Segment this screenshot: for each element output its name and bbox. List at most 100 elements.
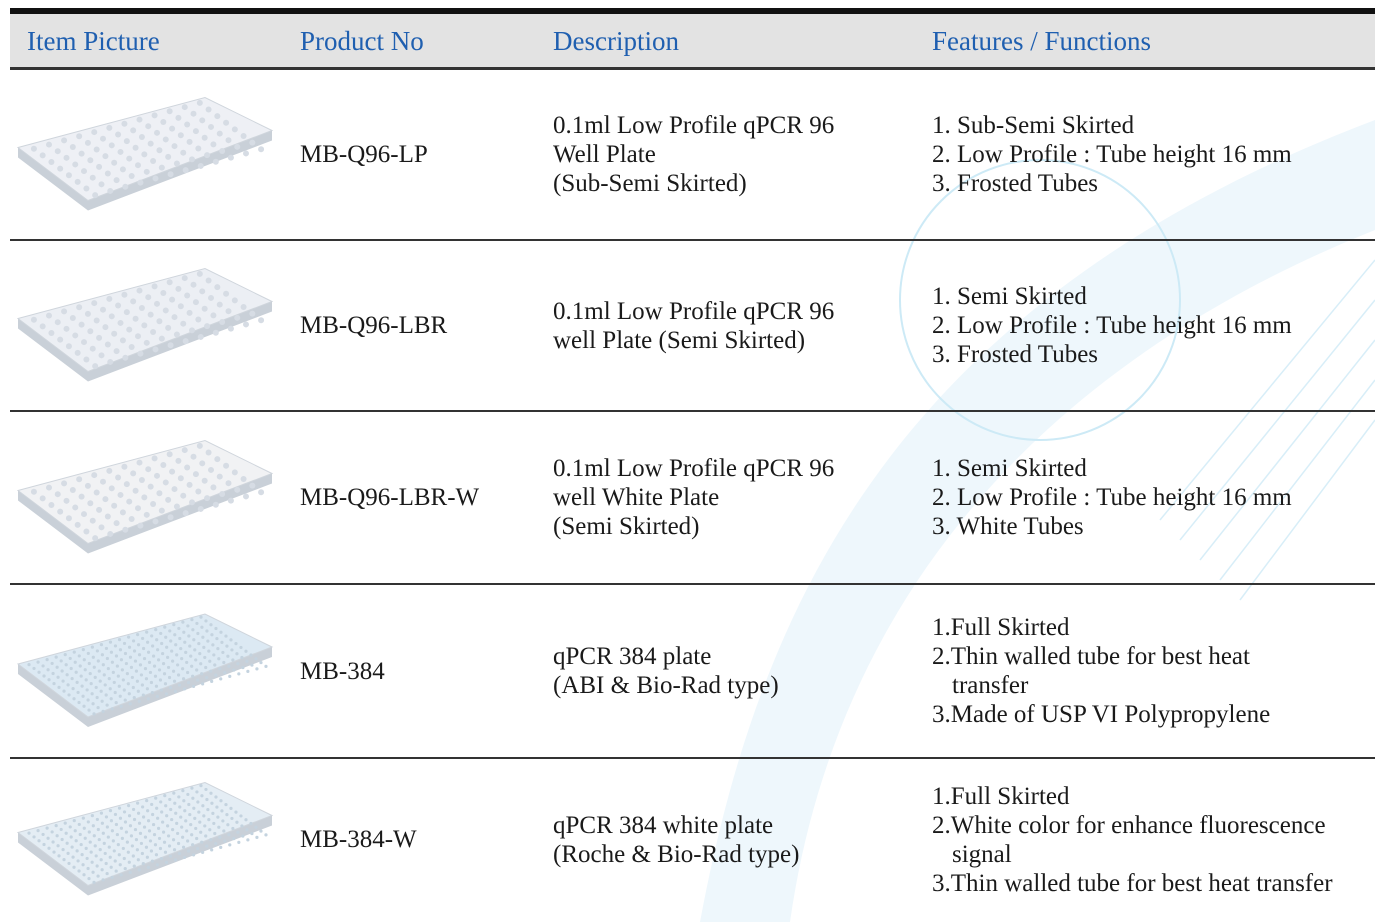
well	[130, 844, 134, 848]
well	[217, 825, 221, 829]
well	[229, 638, 233, 642]
well	[234, 314, 241, 321]
well	[81, 816, 85, 820]
well	[39, 152, 46, 159]
well	[56, 675, 60, 679]
well	[188, 644, 192, 648]
well	[201, 850, 205, 854]
well	[186, 624, 190, 628]
well	[78, 321, 85, 328]
description-line: (Sub-Semi Skirted)	[553, 170, 747, 197]
well	[161, 820, 165, 824]
well	[210, 801, 214, 805]
well	[158, 507, 165, 514]
well	[50, 661, 54, 666]
well	[123, 481, 130, 488]
well	[104, 815, 109, 819]
well	[141, 861, 145, 866]
well	[89, 345, 96, 352]
well	[69, 487, 76, 494]
well	[66, 851, 70, 855]
well	[143, 168, 150, 175]
well	[219, 630, 223, 634]
well	[121, 463, 128, 470]
well	[240, 304, 247, 311]
well	[139, 841, 144, 846]
well	[156, 658, 161, 662]
well	[154, 129, 160, 136]
well	[72, 819, 76, 823]
well	[96, 163, 103, 170]
item-picture	[16, 613, 274, 727]
well	[105, 825, 109, 829]
well	[105, 871, 109, 876]
well	[142, 656, 147, 661]
well	[115, 832, 119, 837]
well	[180, 657, 184, 661]
well	[36, 829, 40, 833]
well	[155, 806, 159, 810]
well	[75, 680, 79, 684]
well	[126, 804, 131, 808]
well	[57, 854, 61, 858]
well	[61, 847, 65, 852]
well	[235, 820, 239, 824]
description-line: well Plate (Semi Skirted)	[553, 326, 806, 354]
well	[63, 154, 70, 161]
column-header: Features / Functions	[932, 26, 1151, 56]
well	[99, 643, 104, 647]
well	[141, 646, 146, 651]
well	[202, 645, 206, 649]
well	[90, 814, 94, 818]
feature-line: 1. Semi Skirted	[932, 455, 1087, 482]
well	[225, 480, 232, 487]
well	[132, 487, 139, 494]
well	[135, 162, 141, 169]
well	[137, 699, 141, 703]
well	[224, 802, 228, 807]
well	[201, 305, 208, 312]
well	[259, 829, 263, 833]
well	[192, 806, 196, 810]
well	[102, 324, 109, 331]
well	[95, 817, 99, 822]
feature-line: 2.White color for enhance fluorescence	[932, 811, 1326, 839]
well	[100, 135, 106, 142]
well	[199, 830, 203, 834]
well	[219, 490, 226, 497]
well	[131, 685, 135, 690]
well	[202, 814, 206, 818]
well	[88, 840, 92, 844]
well	[169, 125, 176, 132]
well	[115, 131, 122, 138]
well	[146, 650, 151, 654]
well	[223, 839, 227, 843]
well	[140, 683, 144, 687]
well	[176, 663, 180, 667]
well	[128, 824, 133, 828]
well	[195, 316, 202, 323]
well	[199, 117, 206, 124]
well	[125, 840, 129, 844]
well	[74, 349, 81, 356]
well	[156, 318, 163, 325]
well	[149, 680, 154, 685]
well	[206, 639, 210, 643]
well	[98, 848, 102, 852]
well	[151, 112, 158, 119]
well	[132, 817, 137, 822]
well	[81, 863, 85, 867]
well	[123, 698, 127, 702]
well	[62, 689, 66, 693]
well	[199, 662, 203, 666]
well	[210, 679, 214, 683]
well	[234, 143, 241, 150]
well	[118, 694, 122, 698]
well	[189, 654, 193, 658]
well	[96, 874, 100, 878]
well	[83, 356, 90, 363]
well	[157, 668, 162, 672]
well	[127, 692, 131, 696]
well	[201, 477, 208, 484]
well	[122, 856, 126, 861]
